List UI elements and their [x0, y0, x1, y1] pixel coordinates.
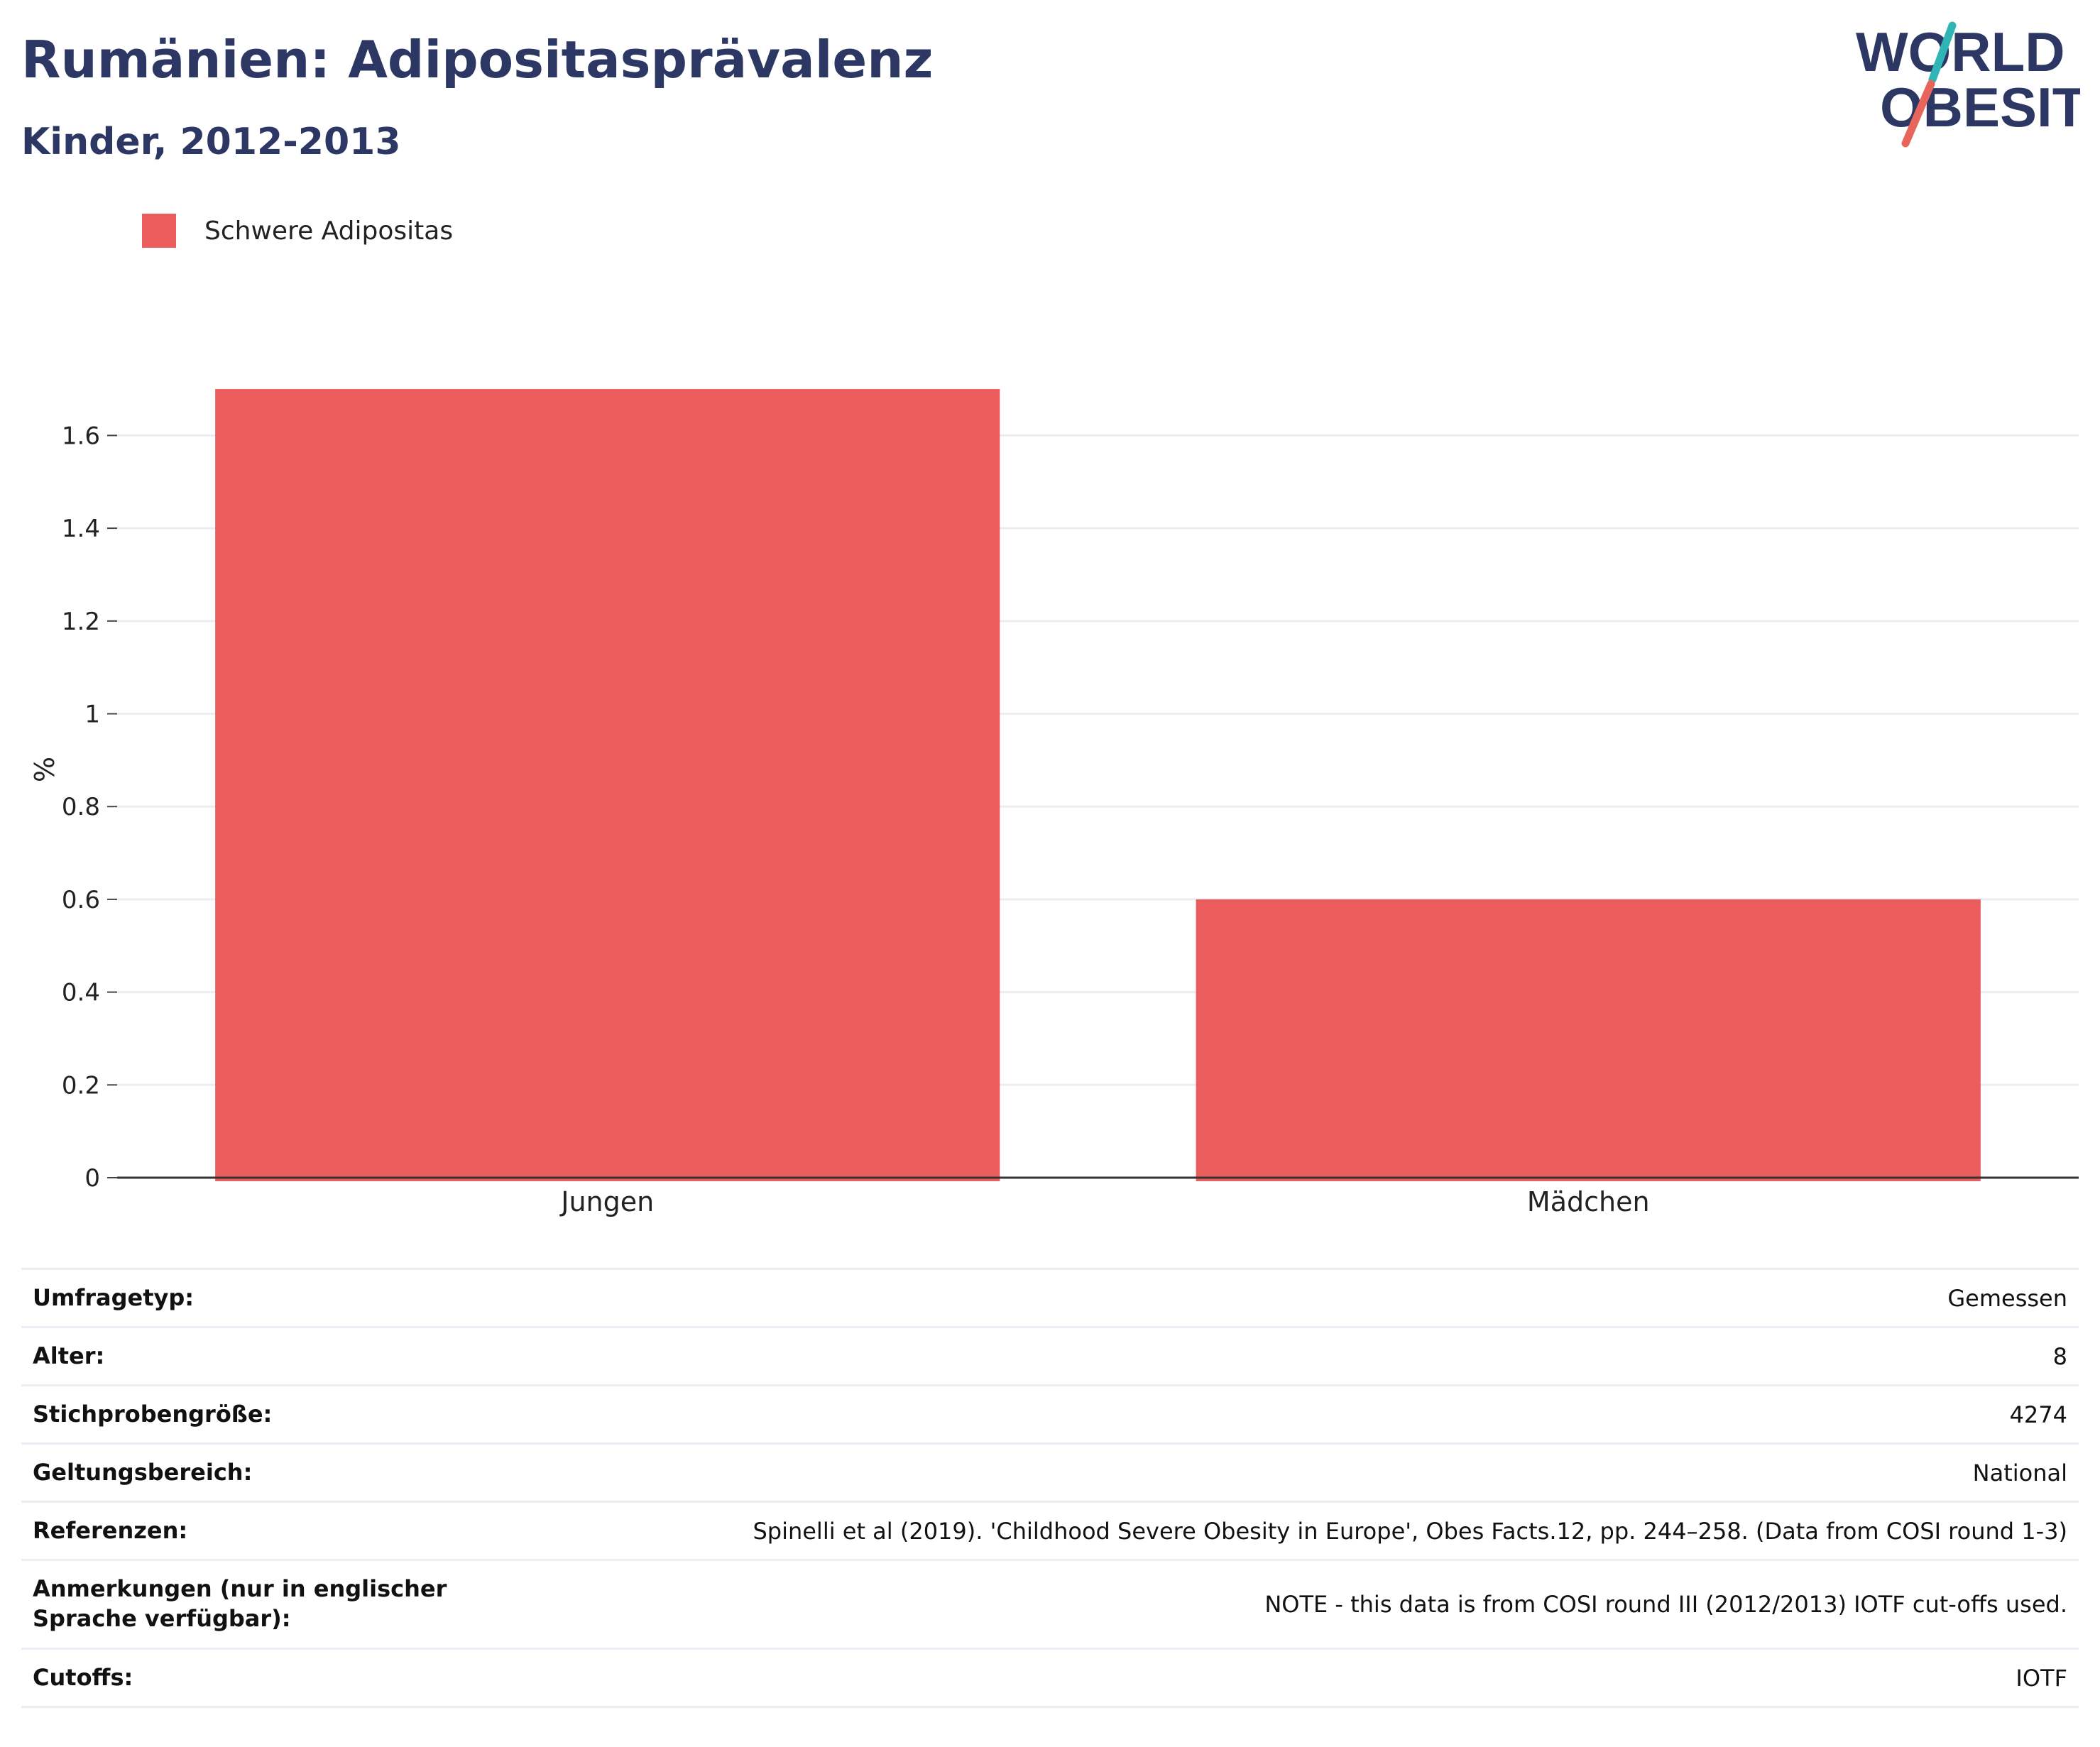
logo-slash-bottom: [1901, 80, 1935, 148]
info-row: Referenzen: Spinelli et al (2019). 'Child…: [21, 1501, 2079, 1561]
y-tick-label: 1.2: [62, 608, 100, 636]
info-row: Stichprobengröße: 4274: [21, 1385, 2079, 1445]
world-obesity-logo: WORLD OBESITY: [1856, 21, 2080, 148]
y-tick-label: 0.6: [62, 886, 100, 914]
bar-jungen[interactable]: [215, 389, 1000, 1181]
info-value: Spinelli et al (2019). 'Childhood Severe…: [541, 1501, 2079, 1561]
info-value: 8: [541, 1327, 2079, 1386]
info-label: Anmerkungen (nur in englischer Sprache v…: [21, 1560, 541, 1650]
info-value: NOTE - this data is from COSI round III …: [541, 1560, 2079, 1650]
info-row: Cutoffs: IOTF: [21, 1648, 2079, 1708]
legend-label: Schwere Adipositas: [204, 216, 454, 246]
info-row: Geltungsbereich: National: [21, 1443, 2079, 1503]
y-tick-label: 0.4: [62, 979, 100, 1007]
info-label: Geltungsbereich:: [21, 1443, 541, 1503]
y-tick-label: 1: [84, 701, 100, 729]
chart-subtitle: Kinder, 2012-2013: [21, 121, 401, 163]
bars: [215, 389, 1981, 1181]
info-label: Cutoffs:: [21, 1648, 541, 1708]
info-row: Alter: 8: [21, 1327, 2079, 1386]
chart-title: Rumänien: Adipositasprävalenz: [21, 30, 934, 89]
y-tick-label: 0.8: [62, 793, 100, 821]
x-axis-ticks: Jungen Mädchen: [559, 1186, 1649, 1217]
y-tick-label: 1.6: [62, 422, 100, 450]
info-value: IOTF: [541, 1648, 2079, 1708]
x-tick-label: Mädchen: [1527, 1186, 1650, 1217]
logo-line-world: WORLD: [1856, 21, 2065, 83]
info-label: Umfragetyp:: [21, 1268, 541, 1328]
info-row: Umfragetyp: Gemessen: [21, 1268, 2079, 1328]
legend-swatch: [142, 214, 176, 248]
y-tick-label: 0.2: [62, 1071, 100, 1100]
logo-slash-top: [1928, 21, 1957, 84]
info-value: National: [541, 1443, 2079, 1503]
info-label: Referenzen:: [21, 1501, 541, 1561]
info-label: Stichprobengröße:: [21, 1385, 541, 1445]
info-value: 4274: [541, 1385, 2079, 1445]
bar-maedchen[interactable]: [1196, 899, 1981, 1181]
y-axis-ticks: 0 0.2 0.4 0.6 0.8 1 1.2 1.4 1.6: [62, 422, 117, 1193]
info-table: Umfragetyp: Gemessen Alter: 8 Stichprobengrö…: [21, 1268, 2079, 1708]
x-tick-label: Jungen: [559, 1186, 654, 1217]
info-label: Alter:: [21, 1327, 541, 1386]
bar-chart: 0 0.2 0.4 0.6 0.8 1 1.2 1.4 1.6 Jungen Mädchen %: [29, 389, 2079, 1217]
info-row: Anmerkungen (nur in englischer Sprache v…: [21, 1560, 2079, 1650]
y-tick-label: 1.4: [62, 515, 100, 543]
chart-legend: Schwere Adipositas: [142, 209, 453, 252]
info-value: Gemessen: [541, 1268, 2079, 1328]
y-tick-label: 0: [84, 1164, 100, 1193]
y-axis-title: %: [29, 757, 60, 782]
